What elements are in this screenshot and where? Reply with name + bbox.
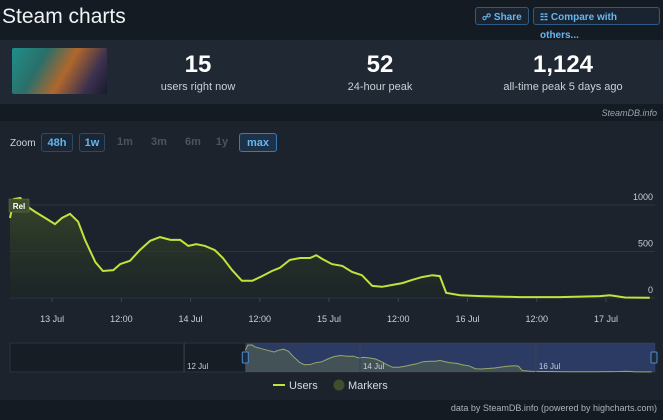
legend-label: Users: [289, 380, 318, 392]
y-tick-label: 1000: [633, 192, 653, 202]
source-label: SteamDB.info: [601, 108, 657, 118]
x-tick-label: 16 Jul: [455, 314, 479, 324]
stat-label: users right now: [160, 81, 236, 93]
navigator-line: [244, 344, 652, 373]
x-tick-label: 17 Jul: [594, 314, 618, 324]
zoom-button: 3m: [151, 136, 167, 148]
stats-panel: 15 users right now 52 24-hour peak 1,124…: [0, 40, 663, 104]
x-tick-label: 12:00: [249, 314, 272, 324]
share-button[interactable]: ☍ Share: [475, 7, 529, 25]
zoom-button[interactable]: 1w: [79, 133, 105, 152]
stat-value: 52: [366, 51, 394, 78]
area-fill: [10, 198, 650, 298]
zoom-button[interactable]: max: [239, 133, 277, 152]
x-tick-label: 12:00: [110, 314, 133, 324]
game-thumbnail: [12, 48, 107, 94]
compare-text: Compare with others...: [540, 12, 617, 41]
share-text: Share: [493, 12, 522, 23]
x-tick-label: 12:00: [387, 314, 410, 324]
series-line: [9, 196, 650, 299]
stat-label: all-time peak 5 days ago: [503, 81, 623, 93]
stat-value: 1,124: [532, 51, 594, 78]
stat-label: 24-hour peak: [347, 81, 413, 93]
x-tick-label: 13 Jul: [40, 314, 64, 324]
x-tick-label: 15 Jul: [317, 314, 341, 324]
y-tick-label: 0: [648, 285, 653, 295]
zoom-button[interactable]: 48h: [41, 133, 73, 152]
navigator-area: [245, 344, 652, 372]
zoom-button: 1y: [215, 136, 229, 148]
navigator-handle: [241, 351, 249, 364]
y-tick-label: 500: [638, 239, 653, 249]
x-tick-label: 14 Jul: [179, 314, 203, 324]
marker-label: Rel: [13, 202, 25, 211]
zoom-button: 1m: [117, 136, 133, 148]
navigator-label: 16 Jul: [539, 362, 561, 371]
navigator-label: 12 Jul: [187, 362, 209, 371]
navigator-label: 14 Jul: [363, 362, 385, 371]
navigator-handle: [650, 351, 658, 364]
legend-label: Markers: [348, 380, 388, 392]
page-title: Steam charts: [2, 5, 126, 28]
zoom-label: Zoom: [10, 138, 36, 149]
legend-marker: [333, 379, 345, 391]
x-tick-label: 12:00: [525, 314, 548, 324]
zoom-button: 6m: [185, 136, 201, 148]
compare-button[interactable]: ☷ Compare with others...: [533, 7, 660, 41]
stat-value: 15: [184, 51, 212, 78]
footer-credit: data by SteamDB.info (powered by highcha…: [450, 403, 657, 413]
marker-flag: [8, 198, 30, 213]
